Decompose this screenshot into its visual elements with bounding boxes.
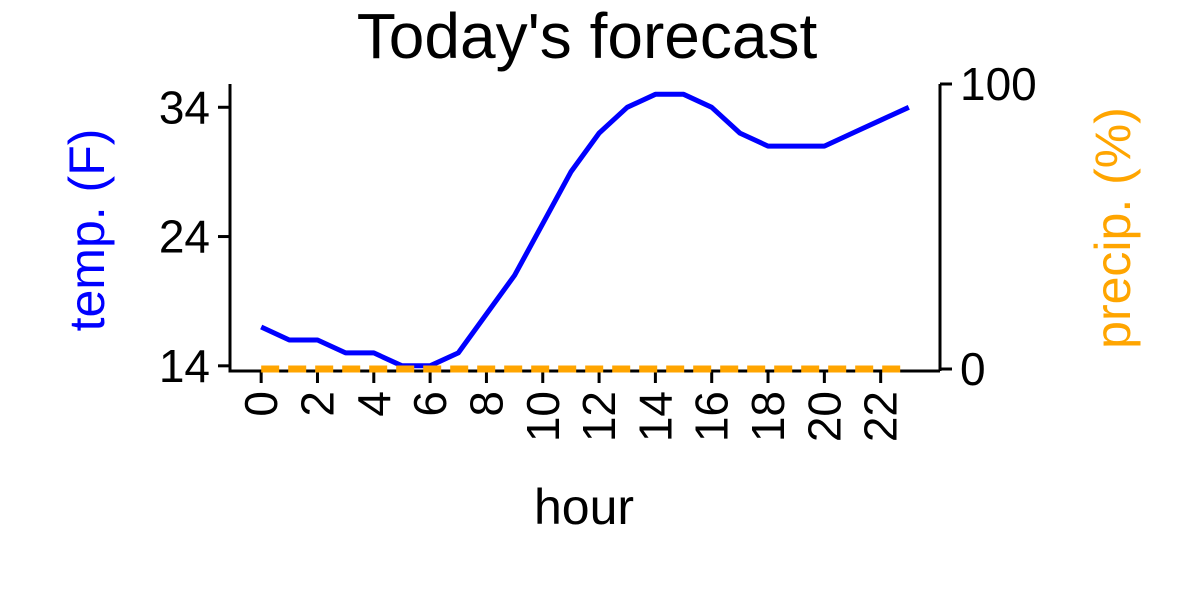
temperature-line	[260, 91, 910, 369]
x-tick-label: 16	[686, 391, 738, 442]
x-tick-label: 4	[348, 391, 400, 417]
y-right-tick-label: 100	[960, 58, 1037, 110]
x-tick-label: 12	[573, 391, 625, 442]
x-tick-label: 22	[855, 391, 907, 442]
y-left-tick-label: 34	[159, 81, 210, 133]
x-axis-label: hour	[534, 479, 634, 535]
series-layer	[260, 91, 910, 373]
y-axis-right-label: precip. (%)	[1085, 107, 1141, 349]
chart-title: Today's forecast	[357, 0, 818, 72]
x-tick-label: 18	[742, 391, 794, 442]
y-right-tick-label: 0	[960, 343, 986, 395]
x-ticks: 0 2 4 6 8 10 12 14 16 18 20 22	[235, 371, 907, 442]
y-axis-left-label: temp. (F)	[59, 129, 115, 332]
y-left-tick-label: 14	[159, 340, 210, 392]
y-left-tick-label: 24	[159, 211, 210, 263]
y-left-ticks: 14 24 34	[159, 81, 230, 392]
x-tick-label: 20	[798, 391, 850, 442]
x-tick-label: 6	[404, 391, 456, 417]
x-tick-label: 14	[629, 391, 681, 442]
x-tick-label: 10	[517, 391, 569, 442]
x-tick-label: 0	[235, 391, 287, 417]
y-right-ticks: 0 100	[940, 58, 1037, 395]
x-tick-label: 2	[291, 391, 343, 417]
x-tick-label: 8	[460, 391, 512, 417]
